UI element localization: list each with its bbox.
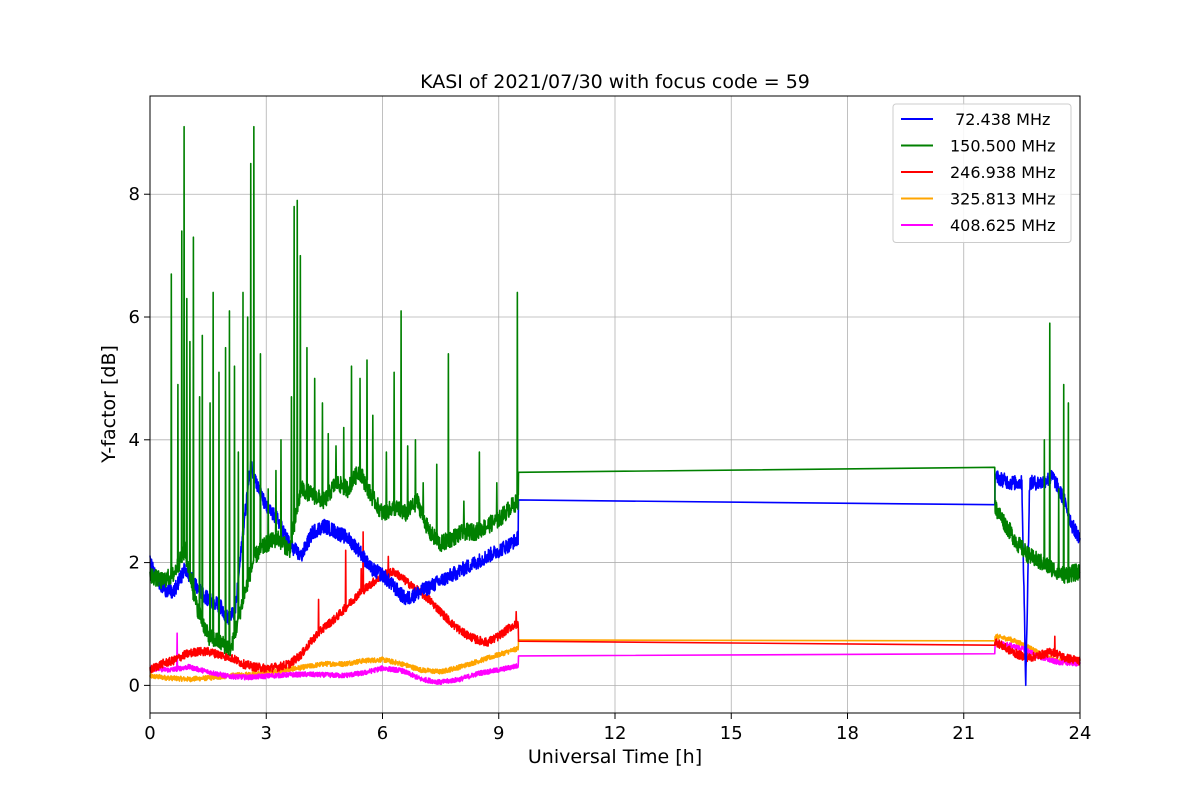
series-line-246-938-mhz xyxy=(149,531,1081,674)
y-tick-label: 6 xyxy=(129,307,140,328)
x-axis-label: Universal Time [h] xyxy=(528,746,702,768)
x-tick-label: 3 xyxy=(261,723,272,744)
x-tick-label: 6 xyxy=(377,723,388,744)
y-tick-label: 4 xyxy=(129,430,140,451)
chart-title: KASI of 2021/07/30 with focus code = 59 xyxy=(420,71,810,93)
legend: 72.438 MHz 150.500 MHz 246.938 MHz 325.813 … xyxy=(892,103,1072,243)
y-axis-label: Y-factor [dB] xyxy=(98,345,120,464)
x-tick-label: 15 xyxy=(720,723,743,744)
x-tick-label: 24 xyxy=(1069,723,1092,744)
legend-label: 325.813 MHz xyxy=(950,190,1055,209)
series-line-408-625-mhz xyxy=(149,632,1081,686)
legend-box xyxy=(892,103,1072,243)
series-line-150-500-mhz xyxy=(149,125,1081,657)
x-tick-label: 12 xyxy=(604,723,627,744)
x-tick-label: 0 xyxy=(144,723,155,744)
x-tick-label: 21 xyxy=(952,723,975,744)
x-tick-label: 18 xyxy=(836,723,859,744)
y-tick-label: 2 xyxy=(129,553,140,574)
y-tick-label: 8 xyxy=(129,184,140,205)
legend-label: 72.438 MHz xyxy=(950,110,1050,129)
legend-label: 246.938 MHz xyxy=(950,163,1055,182)
legend-label: 408.625 MHz xyxy=(950,216,1055,235)
series-lines xyxy=(149,125,1081,687)
y-tick-label: 0 xyxy=(129,675,140,696)
legend-label: 150.500 MHz xyxy=(950,137,1055,156)
x-tick-label: 9 xyxy=(493,723,504,744)
